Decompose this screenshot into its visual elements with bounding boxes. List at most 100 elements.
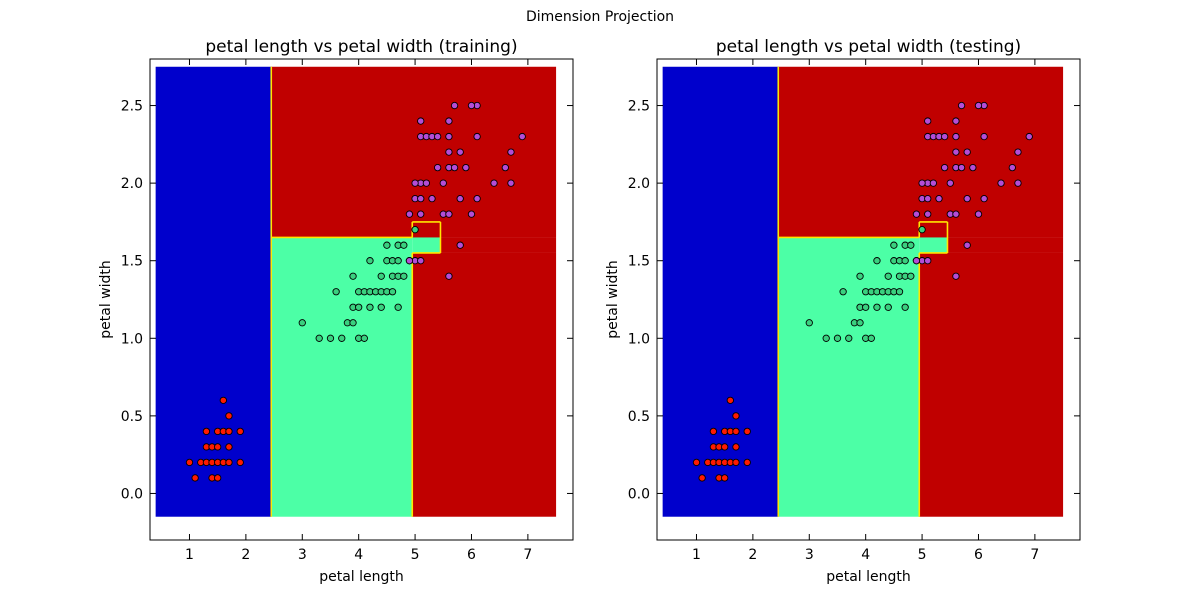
point-virginica [1025, 132, 1033, 141]
point-setosa [225, 443, 233, 451]
point-virginica [428, 194, 436, 203]
point-virginica [974, 210, 983, 218]
point-setosa [732, 458, 740, 467]
x-axis-label: petal length [826, 569, 911, 585]
point-virginica [518, 132, 526, 141]
point-virginica [462, 163, 470, 172]
point-setosa [225, 458, 233, 467]
y-tick-label: 0.5 [121, 409, 143, 425]
point-versicolor [355, 303, 363, 311]
point-virginica [467, 210, 476, 218]
point-versicolor [873, 303, 881, 311]
point-setosa [698, 474, 706, 482]
point-virginica [924, 257, 932, 265]
y-tick-label: 1.0 [121, 331, 143, 347]
region-versicolor [271, 237, 413, 517]
point-setosa [692, 458, 701, 467]
point-virginica [912, 210, 921, 218]
point-versicolor [895, 288, 904, 296]
x-tick-label: 2 [748, 547, 757, 563]
point-virginica [433, 132, 442, 141]
point-versicolor [890, 241, 898, 249]
point-virginica [997, 179, 1005, 187]
point-virginica [929, 179, 938, 187]
x-tick-label: 5 [918, 547, 927, 563]
y-tick-label: 1.5 [121, 254, 143, 270]
x-tick-label: 4 [354, 547, 363, 563]
point-virginica [445, 148, 453, 156]
point-setosa [191, 474, 199, 482]
x-tick-label: 6 [467, 547, 476, 563]
point-versicolor [377, 303, 385, 311]
point-virginica [445, 272, 453, 280]
region-setosa [155, 66, 272, 517]
subplot-title: petal length vs petal width (training) [205, 37, 517, 57]
point-virginica [935, 194, 943, 203]
y-axis-label: petal width [605, 260, 621, 339]
point-versicolor [338, 334, 346, 342]
x-tick-label: 1 [692, 547, 701, 563]
point-virginica [433, 163, 442, 172]
point-versicolor [901, 257, 909, 265]
point-virginica [439, 179, 447, 187]
point-virginica [1014, 148, 1022, 156]
point-virginica [456, 148, 464, 156]
point-virginica [405, 257, 414, 265]
y-tick-label: 1.5 [628, 254, 650, 270]
x-tick-label: 2 [241, 547, 250, 563]
point-virginica [417, 257, 425, 265]
point-setosa [236, 458, 244, 467]
y-tick-label: 2.5 [121, 99, 143, 115]
point-virginica [445, 117, 453, 125]
y-tick-label: 2.5 [628, 99, 650, 115]
point-versicolor [400, 272, 408, 280]
point-virginica [1014, 179, 1022, 187]
axes-frame [149, 58, 574, 541]
point-setosa [743, 427, 751, 436]
point-virginica [924, 194, 932, 203]
subplot-1: 1 2 3 4 5 6 7 0.0 0.5 1.0 1.5 2.0 2.5 petal length vs… [98, 37, 574, 585]
point-versicolor [862, 303, 870, 311]
point-virginica [952, 210, 960, 218]
region-virginica [440, 237, 557, 253]
point-virginica [952, 117, 960, 125]
point-setosa [721, 474, 729, 482]
point-virginica [940, 163, 949, 172]
point-versicolor [856, 272, 864, 280]
point-setosa [236, 427, 244, 436]
point-setosa [732, 443, 740, 451]
x-tick-label: 6 [974, 547, 983, 563]
point-setosa [726, 396, 734, 405]
point-virginica [918, 179, 926, 187]
point-versicolor [839, 288, 847, 296]
point-versicolor [383, 241, 391, 249]
point-virginica [952, 148, 960, 156]
region-versicolor [778, 237, 920, 517]
point-virginica [450, 163, 459, 172]
point-virginica [969, 163, 977, 172]
point-versicolor [805, 319, 813, 327]
point-versicolor [349, 272, 357, 280]
point-virginica [456, 241, 464, 249]
point-versicolor [884, 303, 892, 311]
region-virginica [412, 252, 557, 517]
y-tick-label: 1.0 [628, 331, 650, 347]
subplot-title: petal length vs petal width (testing) [716, 37, 1021, 57]
point-versicolor [901, 303, 909, 311]
point-virginica [450, 101, 459, 110]
point-virginica [467, 101, 476, 110]
point-virginica [924, 210, 932, 218]
point-virginica [952, 132, 960, 141]
point-virginica [417, 210, 425, 218]
y-tick-label: 2.0 [628, 176, 650, 192]
point-setosa [225, 427, 233, 436]
point-virginica [957, 101, 966, 110]
point-virginica [473, 194, 481, 203]
point-setosa [743, 458, 751, 467]
point-versicolor [400, 241, 408, 249]
axes-frame [656, 58, 1081, 541]
point-virginica [456, 194, 464, 203]
point-versicolor [332, 288, 340, 296]
x-tick-label: 7 [1030, 547, 1039, 563]
